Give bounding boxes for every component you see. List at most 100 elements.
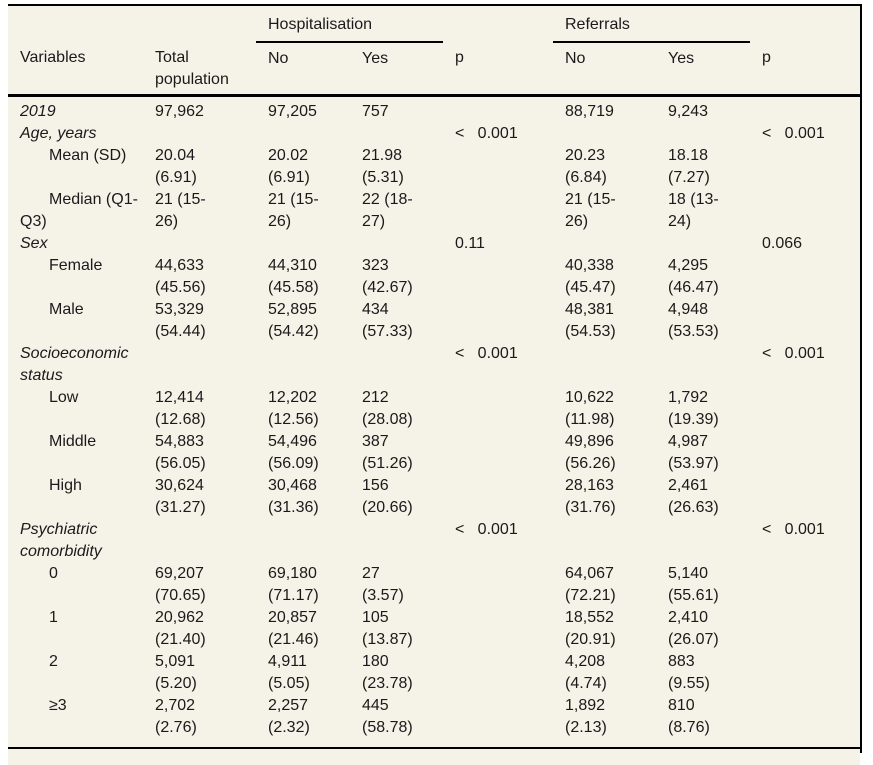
- cell: [350, 343, 443, 387]
- table-row: Psychiatric comorbidity < 0.001 < 0.001: [8, 519, 860, 563]
- column-header-hosp-no: No: [256, 42, 350, 97]
- cell: [443, 475, 553, 519]
- cell: 97,962: [155, 103, 204, 120]
- cell: 20.02 (6.91): [268, 147, 310, 186]
- cell: 21.98 (5.31): [362, 147, 404, 186]
- cell: 21 (15- 26): [565, 191, 616, 230]
- cell: [443, 651, 553, 695]
- spacer-cell: [443, 6, 553, 42]
- table-row: Median (Q1- Q3) 21 (15- 26) 21 (15- 26) 22 …: [8, 189, 860, 233]
- table-header: Hospitalisation Referrals Variables Tota…: [8, 6, 860, 97]
- cell: 30,624 (31.27): [155, 477, 206, 516]
- row-label: Socioeconomic status: [20, 345, 129, 384]
- table-row: 0 69,207 (70.65) 69,180 (71.17) 27 (3.57) 64…: [8, 563, 860, 607]
- cell: [750, 607, 860, 651]
- table-row: High 30,624 (31.27) 30,468 (31.36) 156 (20.…: [8, 475, 860, 519]
- cell: [553, 519, 656, 563]
- cell: 212 (28.08): [362, 389, 413, 428]
- cell: [443, 563, 553, 607]
- cell: [350, 123, 443, 145]
- spacer-cell: [143, 6, 256, 42]
- cell: [443, 145, 553, 189]
- cell: [750, 299, 860, 343]
- cell: 20,962 (21.40): [155, 609, 206, 648]
- cell: 5,091 (5.20): [155, 653, 197, 692]
- cell: [553, 343, 656, 387]
- cell: [443, 387, 553, 431]
- cell: 18.18 (7.27): [668, 147, 710, 186]
- table-body: 2019 97,962 97,205 757 88,719 9,243 Age, years…: [8, 96, 860, 749]
- cell: 0.066: [762, 235, 803, 252]
- table-row: Low 12,414 (12.68) 12,202 (12.56) 212 (28.0…: [8, 387, 860, 431]
- cell: [750, 387, 860, 431]
- statistics-table: Hospitalisation Referrals Variables Tota…: [8, 6, 860, 749]
- table-row: Male 53,329 (54.44) 52,895 (54.42) 434 (57.…: [8, 299, 860, 343]
- column-group-header-hospitalisation: Hospitalisation: [256, 6, 443, 43]
- cell: [256, 519, 350, 563]
- cell: 30,468 (31.36): [268, 477, 319, 516]
- cell: [750, 255, 860, 299]
- cell: 2,410 (26.07): [668, 609, 719, 648]
- cell: [350, 519, 443, 563]
- cell: 387 (51.26): [362, 433, 413, 472]
- spacer-cell: [750, 6, 860, 42]
- cell: 40,338 (45.47): [565, 257, 616, 296]
- row-label: Low: [49, 389, 79, 406]
- row-label: Female: [49, 257, 103, 274]
- table-row: 2 5,091 (5.20) 4,911 (5.05) 180 (23.78) 4,20…: [8, 651, 860, 695]
- cell: 2,702 (2.76): [143, 695, 256, 749]
- cell: 54,883 (56.05): [155, 433, 206, 472]
- table-row: 1 20,962 (21.40) 20,857 (21.46) 105 (13.87)…: [8, 607, 860, 651]
- page-bottom-margin: [8, 753, 860, 765]
- cell: [553, 123, 656, 145]
- row-label: 1: [49, 609, 58, 626]
- table-row: Age, years < 0.001 < 0.001: [8, 123, 860, 145]
- cell: 434 (57.33): [362, 301, 413, 340]
- cell: [553, 233, 656, 255]
- cell: 4,295 (46.47): [668, 257, 719, 296]
- row-label: 0: [49, 565, 58, 582]
- cell: 44,633 (45.56): [155, 257, 206, 296]
- cell: < 0.001: [455, 125, 518, 142]
- cell: 18 (13- 24): [668, 191, 719, 230]
- cell: 180 (23.78): [362, 653, 413, 692]
- cell: 9,243: [668, 103, 709, 120]
- cell: [750, 145, 860, 189]
- cell: 52,895 (54.42): [268, 301, 319, 340]
- cell: 53,329 (54.44): [155, 301, 206, 340]
- column-header-variables: Variables: [8, 42, 143, 97]
- row-label: Median (Q1- Q3): [20, 191, 138, 230]
- cell: [443, 607, 553, 651]
- cell: [443, 96, 553, 124]
- cell: 20.04 (6.91): [155, 147, 197, 186]
- row-label: 2: [49, 653, 58, 670]
- cell: [256, 233, 350, 255]
- cell: 22 (18- 27): [362, 191, 413, 230]
- cell: 49,896 (56.26): [565, 433, 616, 472]
- cell: [256, 123, 350, 145]
- row-label: Mean (SD): [49, 147, 127, 164]
- row-label: Sex: [20, 235, 48, 252]
- cell: 69,207 (70.65): [155, 565, 206, 604]
- table-row: Middle 54,883 (56.05) 54,496 (56.09) 387 (5…: [8, 431, 860, 475]
- cell: 97,205: [268, 103, 317, 120]
- cell: 21 (15- 26): [155, 191, 206, 230]
- cell: 28,163 (31.76): [565, 477, 616, 516]
- column-header-ref-p: p: [750, 42, 860, 97]
- cell: 12,202 (12.56): [268, 389, 319, 428]
- cell: < 0.001: [762, 521, 825, 538]
- row-label: Middle: [49, 433, 97, 450]
- cell: < 0.001: [455, 345, 518, 362]
- cell: [750, 695, 860, 749]
- table-row: Socioeconomic status < 0.001 < 0.001: [8, 343, 860, 387]
- cell: 2,461 (26.63): [668, 477, 719, 516]
- cell: [443, 431, 553, 475]
- row-label: Psychiatric comorbidity: [20, 521, 102, 560]
- cell: [443, 695, 553, 749]
- row-label: 2019: [20, 103, 56, 120]
- cell: 20.23 (6.84): [565, 147, 607, 186]
- cell: 27 (3.57): [362, 565, 404, 604]
- column-group-header-referrals: Referrals: [553, 6, 750, 43]
- cell: 21 (15- 26): [268, 191, 319, 230]
- cell: [143, 233, 256, 255]
